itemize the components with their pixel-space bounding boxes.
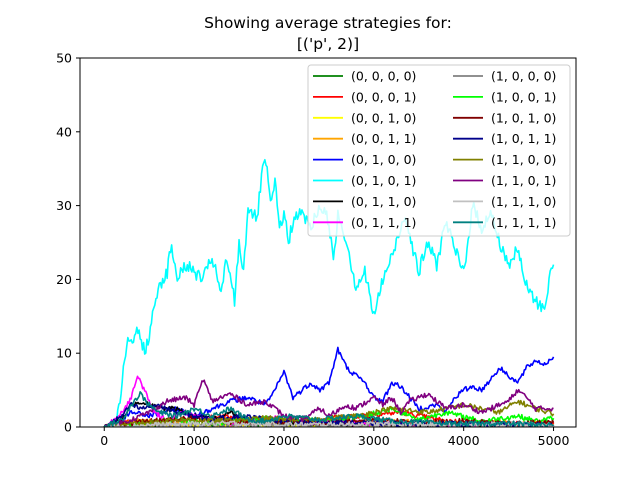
plot-frame <box>79 57 577 428</box>
y-axis: 0 10 20 30 40 50 <box>56 51 80 435</box>
legend-label: (1, 0, 1, 0) <box>491 110 556 125</box>
legend-label: (0, 0, 0, 0) <box>351 69 416 84</box>
chart-title-line-2: [('p', 2)] <box>297 35 359 53</box>
legend-label: (0, 0, 1, 1) <box>351 131 416 146</box>
legend-label: (1, 0, 0, 1) <box>491 89 556 104</box>
y-tick-label: 40 <box>56 124 72 139</box>
legend: (0, 0, 0, 0) (0, 0, 0, 1) (0, 0, 1, 0) (0, … <box>307 64 571 237</box>
x-tick-label: 2000 <box>268 433 300 448</box>
x-tick-label: 5000 <box>538 433 570 448</box>
y-tick-label: 10 <box>56 346 72 361</box>
x-tick-label: 0 <box>100 433 108 448</box>
legend-label: (0, 0, 1, 0) <box>351 110 416 125</box>
legend-label: (0, 0, 0, 1) <box>351 89 416 104</box>
y-tick-label: 30 <box>56 198 72 213</box>
series-line <box>103 391 554 427</box>
chart-title-line-1: Showing average strategies for: <box>204 14 452 32</box>
legend-box <box>307 64 571 237</box>
legend-label: (1, 0, 1, 1) <box>491 131 556 146</box>
legend-label: (0, 1, 1, 1) <box>351 215 416 230</box>
legend-label: (1, 1, 1, 1) <box>491 215 556 230</box>
legend-label: (1, 1, 0, 0) <box>491 152 556 167</box>
legend-label: (1, 1, 1, 0) <box>491 194 556 209</box>
y-tick-label: 0 <box>64 420 72 435</box>
legend-label: (0, 1, 0, 1) <box>351 173 416 188</box>
y-tick-label: 20 <box>56 272 72 287</box>
x-tick-label: 4000 <box>448 433 480 448</box>
legend-label: (1, 0, 0, 0) <box>491 69 556 84</box>
series-line <box>104 399 555 427</box>
series-layer <box>103 158 555 427</box>
legend-label: (1, 1, 0, 1) <box>491 173 556 188</box>
x-tick-label: 1000 <box>178 433 210 448</box>
legend-label: (0, 1, 0, 0) <box>351 152 416 167</box>
y-tick-label: 50 <box>56 51 72 66</box>
x-axis: 0 1000 2000 3000 4000 5000 <box>100 427 569 448</box>
legend-label: (0, 1, 1, 0) <box>351 194 416 209</box>
x-tick-label: 3000 <box>358 433 390 448</box>
